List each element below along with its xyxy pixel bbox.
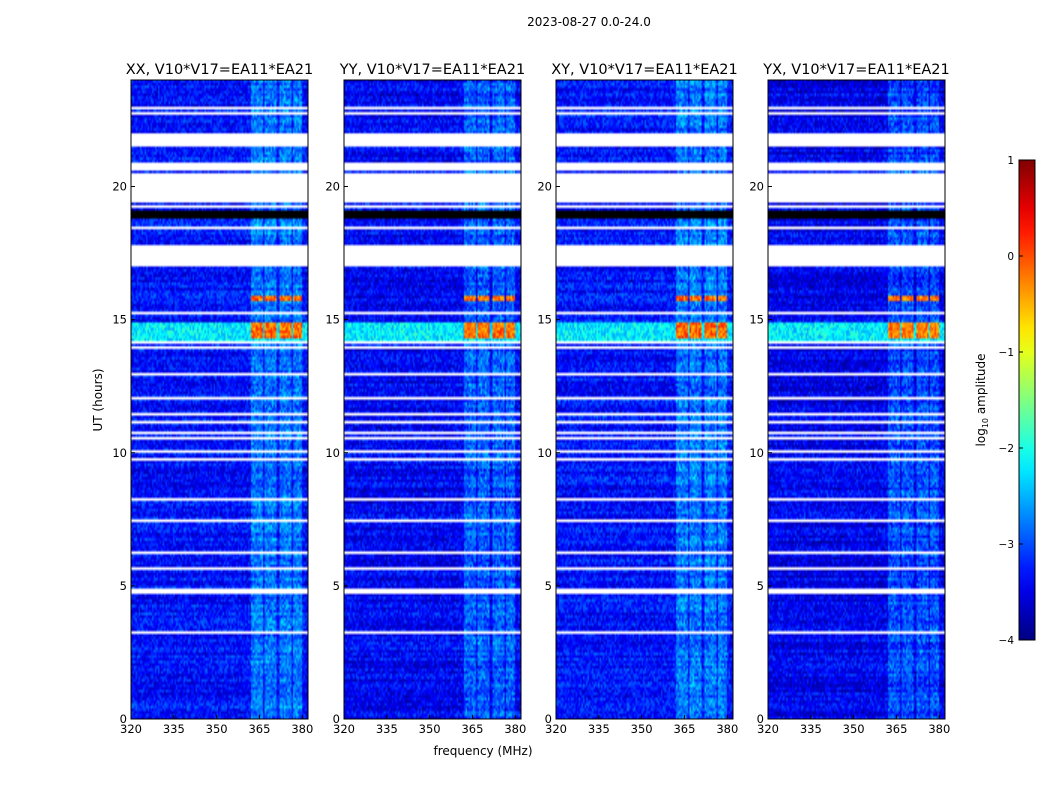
x-tick-label: 350 (206, 722, 228, 736)
x-tick-label: 320 (545, 722, 567, 736)
panel-frame (343, 79, 522, 720)
y-tick-label: 0 (757, 712, 764, 726)
heatmap-image (768, 80, 945, 719)
x-tick-label: 365 (248, 722, 270, 736)
y-tick-label: 15 (112, 313, 127, 327)
x-tick-label: 380 (504, 722, 526, 736)
colorbar-tick-label: 1 (1007, 155, 1014, 167)
y-tick-label: 10 (537, 446, 552, 460)
panel-frame (555, 79, 734, 720)
x-tick-label: 320 (333, 722, 355, 736)
y-tick-label: 20 (537, 180, 552, 194)
panels-group: XX, V10*V17=EA11*EA21 320 335 350 365 380 0 5 10… (112, 62, 950, 736)
panel-frame (130, 79, 309, 720)
panel-title: XY, V10*V17=EA11*EA21 (551, 62, 737, 78)
panel-1: YY, V10*V17=EA11*EA21 320 335 350 365 380 0 5 10… (325, 62, 526, 736)
heatmap-image (344, 80, 521, 719)
y-tick-label: 10 (112, 446, 127, 460)
panel-title: YY, V10*V17=EA11*EA21 (339, 62, 525, 78)
x-tick-label: 335 (163, 722, 185, 736)
figure-suptitle: 2023-08-27 0.0-24.0 (527, 15, 651, 29)
panel-2: XY, V10*V17=EA11*EA21 320 335 350 365 380 0 5 10… (537, 62, 738, 736)
y-tick-label: 0 (120, 712, 127, 726)
y-tick-label: 0 (545, 712, 552, 726)
y-tick-label: 5 (333, 579, 340, 593)
x-tick-label: 365 (885, 722, 907, 736)
y-tick-label: 5 (545, 579, 552, 593)
panel-title: XX, V10*V17=EA11*EA21 (126, 62, 314, 78)
colorbar: 1 0 −1 −2 −3 −4 log10 amplitude (974, 155, 1036, 647)
y-tick-label: 15 (325, 313, 340, 327)
y-tick-label: 15 (749, 313, 764, 327)
panel-0: XX, V10*V17=EA11*EA21 320 335 350 365 380 0 5 10… (112, 62, 313, 736)
x-tick-label: 380 (291, 722, 313, 736)
y-tick-label: 5 (757, 579, 764, 593)
y-tick-label: 10 (749, 446, 764, 460)
panel-title: YX, V10*V17=EA11*EA21 (762, 62, 949, 78)
x-axis-label: frequency (MHz) (433, 744, 532, 758)
panel-3: YX, V10*V17=EA11*EA21 320 335 350 365 380 0 5 10… (749, 62, 950, 736)
colorbar-tick-label: 0 (1007, 251, 1014, 263)
y-tick-label: 5 (120, 579, 127, 593)
heatmap-image (556, 80, 733, 719)
x-tick-label: 320 (120, 722, 142, 736)
x-tick-label: 380 (716, 722, 738, 736)
y-tick-label: 20 (749, 180, 764, 194)
y-tick-label: 20 (325, 180, 340, 194)
x-tick-label: 350 (419, 722, 441, 736)
x-tick-label: 380 (928, 722, 950, 736)
y-tick-label: 0 (333, 712, 340, 726)
y-tick-label: 15 (537, 313, 552, 327)
y-tick-label: 20 (112, 180, 127, 194)
y-axis-label: UT (hours) (91, 368, 105, 431)
x-tick-label: 365 (673, 722, 695, 736)
colorbar-tick-label: −1 (999, 347, 1014, 359)
x-tick-label: 335 (800, 722, 822, 736)
colorbar-tick-label: −2 (999, 443, 1014, 455)
x-tick-label: 350 (631, 722, 653, 736)
heatmap-image (131, 80, 308, 719)
colorbar-label: log10 amplitude (974, 354, 990, 447)
x-tick-label: 365 (461, 722, 483, 736)
y-tick-label: 10 (325, 446, 340, 460)
x-tick-label: 350 (843, 722, 865, 736)
panel-frame (767, 79, 946, 720)
x-tick-label: 320 (757, 722, 779, 736)
colorbar-tick-label: −3 (999, 539, 1014, 551)
colorbar-gradient (1018, 159, 1036, 641)
x-tick-label: 335 (376, 722, 398, 736)
x-tick-label: 335 (588, 722, 610, 736)
colorbar-tick-label: −4 (999, 635, 1015, 647)
